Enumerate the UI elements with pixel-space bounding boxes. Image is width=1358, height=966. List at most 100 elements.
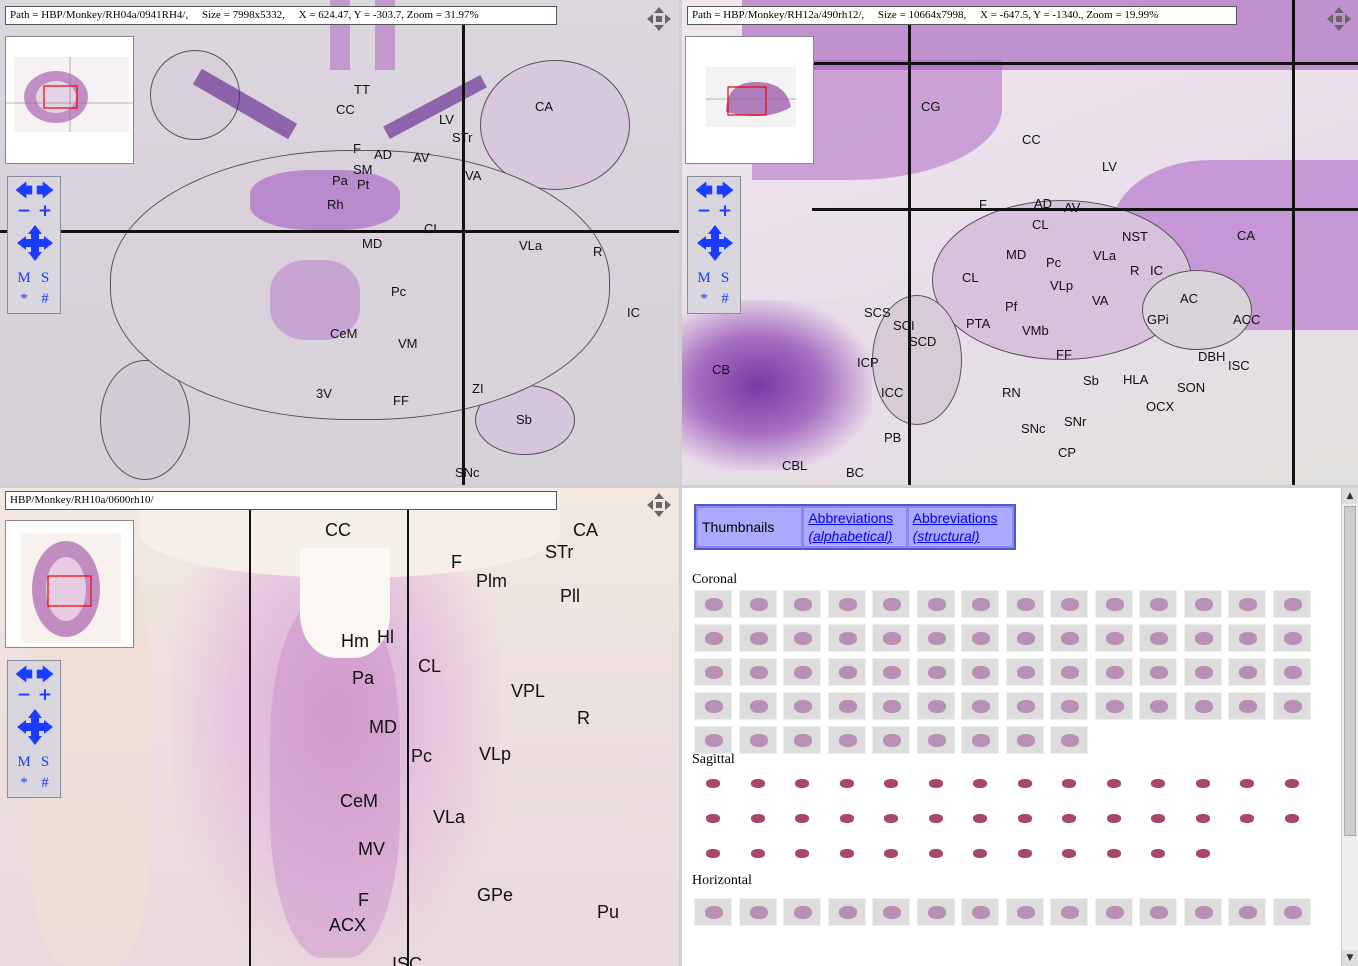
coronal-thumbnail[interactable] xyxy=(1050,726,1088,754)
tab-abbreviations-alphabetical[interactable]: Abbreviations (alphabetical) xyxy=(804,508,906,546)
sagittal-thumbnail[interactable] xyxy=(1095,805,1133,833)
coronal-thumbnail[interactable] xyxy=(1005,692,1044,720)
coronal-thumbnail[interactable] xyxy=(827,692,866,720)
mode-s-button[interactable]: S xyxy=(720,270,730,286)
sagittal-thumbnail[interactable] xyxy=(1273,805,1311,833)
coronal-thumbnail[interactable] xyxy=(1228,624,1266,652)
mode-m-button[interactable]: M xyxy=(697,270,711,286)
horizontal-thumbnail[interactable] xyxy=(1272,898,1311,926)
sagittal-thumbnail[interactable] xyxy=(961,770,999,798)
sagittal-thumbnail[interactable] xyxy=(694,770,732,798)
coronal-thumbnail[interactable] xyxy=(694,624,732,652)
coronal-thumbnail[interactable] xyxy=(1228,590,1266,618)
sagittal-thumbnail[interactable] xyxy=(1184,770,1222,798)
coronal-thumbnail[interactable] xyxy=(1050,590,1088,618)
coronal-thumbnail[interactable] xyxy=(961,692,999,720)
coronal-thumbnail[interactable] xyxy=(1272,624,1311,652)
horizontal-thumbnail[interactable] xyxy=(783,898,821,926)
coronal-thumbnail[interactable] xyxy=(1050,624,1088,652)
hash-button[interactable]: # xyxy=(41,775,49,791)
coronal-thumbnail[interactable] xyxy=(872,692,910,720)
coronal-thumbnail[interactable] xyxy=(916,692,955,720)
star-button[interactable]: * xyxy=(20,291,28,307)
coronal-thumbnail[interactable] xyxy=(1005,624,1044,652)
coronal-thumbnail[interactable] xyxy=(1139,590,1177,618)
horizontal-thumbnail[interactable] xyxy=(872,898,910,926)
coronal-thumbnail[interactable] xyxy=(872,624,910,652)
sagittal-thumbnail[interactable] xyxy=(1050,770,1088,798)
hash-button[interactable]: # xyxy=(721,291,729,307)
mode-m-button[interactable]: M xyxy=(17,754,31,770)
coronal-thumbnail[interactable] xyxy=(1094,692,1133,720)
coronal-thumbnail[interactable] xyxy=(1094,658,1133,686)
scrollbar-thumb[interactable] xyxy=(1344,506,1356,836)
horizontal-thumbnail[interactable] xyxy=(1050,898,1088,926)
coronal-thumbnail[interactable] xyxy=(1094,624,1133,652)
viewer-panel-coronal[interactable]: TT CC LV CA STr F AD AV SM Pa Pt VA Rh C… xyxy=(0,0,679,485)
sagittal-thumbnail[interactable] xyxy=(783,770,821,798)
coronal-thumbnail[interactable] xyxy=(1183,658,1222,686)
arrow-left-icon[interactable]: 🡄 xyxy=(15,665,33,685)
crosshair-vertical[interactable] xyxy=(1292,0,1295,485)
viewer-panel-coronal-zoomed[interactable]: CC CA STr F Plm Pll Hm Hl Pa CL VPL R MD… xyxy=(0,488,679,966)
sagittal-thumbnail[interactable] xyxy=(1139,770,1177,798)
sagittal-thumbnail[interactable] xyxy=(961,840,999,868)
star-button[interactable]: * xyxy=(700,291,708,307)
coronal-thumbnail[interactable] xyxy=(1272,658,1311,686)
vertical-scrollbar[interactable]: ▲ ▼ xyxy=(1341,488,1358,966)
tab-thumbnails[interactable]: Thumbnails xyxy=(698,508,802,546)
sagittal-thumbnail[interactable] xyxy=(872,840,910,868)
sagittal-thumbnail[interactable] xyxy=(1050,805,1088,833)
coronal-thumbnail[interactable] xyxy=(783,692,821,720)
overview-thumbnail[interactable] xyxy=(5,36,134,164)
coronal-thumbnail[interactable] xyxy=(916,658,955,686)
move-arrows-icon[interactable] xyxy=(1326,6,1352,32)
sagittal-thumbnail[interactable] xyxy=(917,770,955,798)
sagittal-thumbnail[interactable] xyxy=(1273,770,1311,798)
sagittal-thumbnail[interactable] xyxy=(1139,840,1177,868)
horizontal-thumbnail[interactable] xyxy=(1005,898,1044,926)
coronal-thumbnail[interactable] xyxy=(1005,726,1044,754)
sagittal-thumbnail[interactable] xyxy=(1006,805,1044,833)
star-button[interactable]: * xyxy=(20,775,28,791)
coronal-thumbnail[interactable] xyxy=(1139,624,1177,652)
horizontal-thumbnail[interactable] xyxy=(1183,898,1222,926)
coronal-thumbnail[interactable] xyxy=(1228,658,1266,686)
sagittal-thumbnail[interactable] xyxy=(783,840,821,868)
arrow-right-icon[interactable]: 🡆 xyxy=(36,181,54,201)
coronal-thumbnail[interactable] xyxy=(738,692,777,720)
mode-m-button[interactable]: M xyxy=(17,270,31,286)
horizontal-thumbnail[interactable] xyxy=(1094,898,1133,926)
sagittal-thumbnail[interactable] xyxy=(1050,840,1088,868)
move-arrows-icon[interactable] xyxy=(646,6,672,32)
coronal-thumbnail[interactable] xyxy=(783,658,821,686)
sagittal-thumbnail[interactable] xyxy=(872,770,910,798)
zoom-out-icon[interactable]: − xyxy=(16,685,32,705)
sagittal-thumbnail[interactable] xyxy=(828,840,866,868)
coronal-thumbnail[interactable] xyxy=(1228,692,1266,720)
coronal-thumbnail[interactable] xyxy=(827,726,866,754)
sagittal-thumbnail[interactable] xyxy=(1095,770,1133,798)
sagittal-thumbnail[interactable] xyxy=(917,805,955,833)
coronal-thumbnail[interactable] xyxy=(1272,692,1311,720)
pan-cross-icon[interactable] xyxy=(697,225,733,261)
coronal-thumbnail[interactable] xyxy=(783,590,821,618)
crosshair-horizontal[interactable] xyxy=(812,208,1358,211)
sagittal-thumbnail[interactable] xyxy=(739,770,777,798)
arrow-left-icon[interactable]: 🡄 xyxy=(15,181,33,201)
coronal-thumbnail[interactable] xyxy=(827,624,866,652)
coronal-thumbnail[interactable] xyxy=(872,726,910,754)
coronal-thumbnail[interactable] xyxy=(783,624,821,652)
horizontal-thumbnail[interactable] xyxy=(1228,898,1266,926)
sagittal-thumbnail[interactable] xyxy=(1139,805,1177,833)
coronal-thumbnail[interactable] xyxy=(1050,692,1088,720)
hash-button[interactable]: # xyxy=(41,291,49,307)
scroll-up-icon[interactable]: ▲ xyxy=(1342,488,1358,504)
coronal-thumbnail[interactable] xyxy=(1183,624,1222,652)
coronal-thumbnail[interactable] xyxy=(872,590,910,618)
coronal-thumbnail[interactable] xyxy=(916,624,955,652)
crosshair-horizontal[interactable] xyxy=(0,230,679,233)
crosshair-vertical[interactable] xyxy=(908,22,911,485)
zoom-out-icon[interactable]: − xyxy=(16,201,32,221)
coronal-thumbnail[interactable] xyxy=(1183,692,1222,720)
